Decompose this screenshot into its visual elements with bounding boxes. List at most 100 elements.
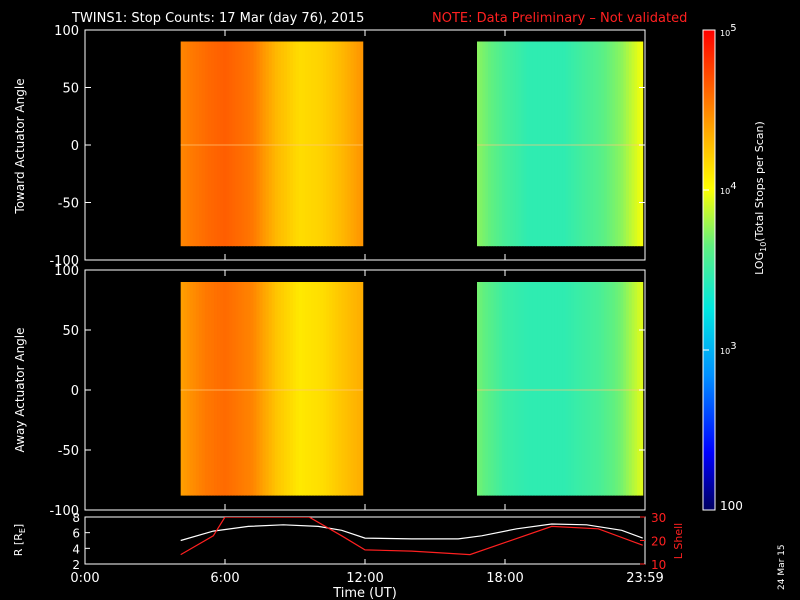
away-cell [592, 282, 597, 496]
away-cell [326, 282, 330, 496]
toward-ytick-label: -100 [49, 254, 79, 269]
toward-cell [268, 41, 273, 247]
toward-cell [617, 41, 622, 247]
toward-cell [189, 41, 194, 247]
orbit-left-tick-label: 4 [72, 542, 80, 556]
toward-cell [490, 41, 495, 247]
away-cell [244, 282, 248, 496]
away-cell [612, 282, 616, 496]
toward-cell [639, 41, 644, 247]
away-cell [617, 282, 622, 496]
toward-block-2 [477, 41, 644, 247]
toward-cell [350, 41, 355, 247]
toward-cell [280, 41, 285, 247]
away-ytick-label: -100 [49, 504, 79, 519]
away-cell [256, 282, 261, 496]
away-cell [604, 282, 608, 496]
l-shell-series-line [180, 517, 643, 556]
toward-cell [592, 41, 597, 247]
toward-cell [620, 41, 624, 247]
away-cell [329, 282, 333, 496]
toward-cell [499, 41, 503, 247]
toward-cell [332, 41, 336, 247]
toward-cell [341, 41, 346, 247]
away-cell [579, 282, 583, 496]
toward-cell [283, 41, 288, 247]
toward-cell [584, 41, 589, 247]
toward-cell [204, 41, 209, 247]
away-cell [332, 282, 336, 496]
toward-cell [523, 41, 528, 247]
toward-cell [631, 41, 635, 247]
away-cell [526, 282, 531, 496]
toward-cell [587, 41, 591, 247]
preliminary-note: NOTE: Data Preliminary – Not validated [432, 11, 687, 26]
away-cell [289, 282, 294, 496]
away-cell [568, 282, 572, 496]
away-cell [247, 282, 252, 496]
away-cell [189, 282, 194, 496]
toward-cell [546, 41, 550, 247]
toward-cell [493, 41, 497, 247]
toward-cell [201, 41, 206, 247]
toward-cell [232, 41, 236, 247]
toward-cell [198, 41, 203, 247]
toward-cell [562, 41, 566, 247]
away-cell [317, 282, 321, 496]
away-cell [211, 282, 215, 496]
toward-cell [305, 41, 309, 247]
colorbar-gradient [702, 29, 716, 511]
away-cell [507, 282, 511, 496]
toward-cell [628, 41, 633, 247]
toward-cell [581, 41, 586, 247]
toward-ytick-label: 0 [71, 139, 79, 154]
away-cell [620, 282, 624, 496]
toward-cell [214, 41, 218, 247]
away-cell [320, 282, 324, 496]
away-cell [606, 282, 611, 496]
toward-cell [235, 41, 239, 247]
away-cell [529, 282, 533, 496]
toward-cell [540, 41, 544, 247]
toward-cell [570, 41, 575, 247]
away-cell [262, 282, 267, 496]
toward-cell [521, 41, 525, 247]
toward-cell [298, 41, 303, 247]
away-cell [634, 282, 638, 496]
toward-cell [329, 41, 333, 247]
colorbar-tick-label: 105 [720, 23, 737, 38]
away-cell [595, 282, 600, 496]
away-ytick-label: 100 [54, 264, 79, 279]
toward-cell [220, 41, 224, 247]
toward-y-ticks: 100 50 0 -50 -100 [49, 24, 646, 269]
away-cell [308, 282, 312, 496]
toward-cell [557, 41, 561, 247]
toward-angle-panel: 100 50 0 -50 -100 Toward Actuator Angle [13, 24, 646, 269]
toward-cell [311, 41, 315, 247]
toward-cell [565, 41, 569, 247]
away-cell [532, 282, 536, 496]
toward-cell [615, 41, 619, 247]
away-cell [628, 282, 633, 496]
away-cell [559, 282, 564, 496]
orbit-left-tick-label: 8 [72, 511, 80, 525]
toward-cell [289, 41, 294, 247]
toward-cell [548, 41, 553, 247]
toward-cell [353, 41, 358, 247]
toward-cell [623, 41, 627, 247]
away-cell [295, 282, 300, 496]
away-cell [515, 282, 520, 496]
toward-cell [554, 41, 558, 247]
toward-cell [314, 41, 318, 247]
generation-date: 24 Mar 15 [777, 544, 787, 590]
toward-cell [180, 41, 185, 247]
away-cell [584, 282, 589, 496]
away-cell [268, 282, 273, 496]
away-cell [344, 282, 349, 496]
orbit-axis-ticks: 2 46 8 10 20 30 [72, 511, 666, 572]
orbit-left-tick-label: 2 [72, 558, 80, 572]
toward-cell [543, 41, 547, 247]
away-cell [609, 282, 613, 496]
toward-cell [598, 41, 602, 247]
